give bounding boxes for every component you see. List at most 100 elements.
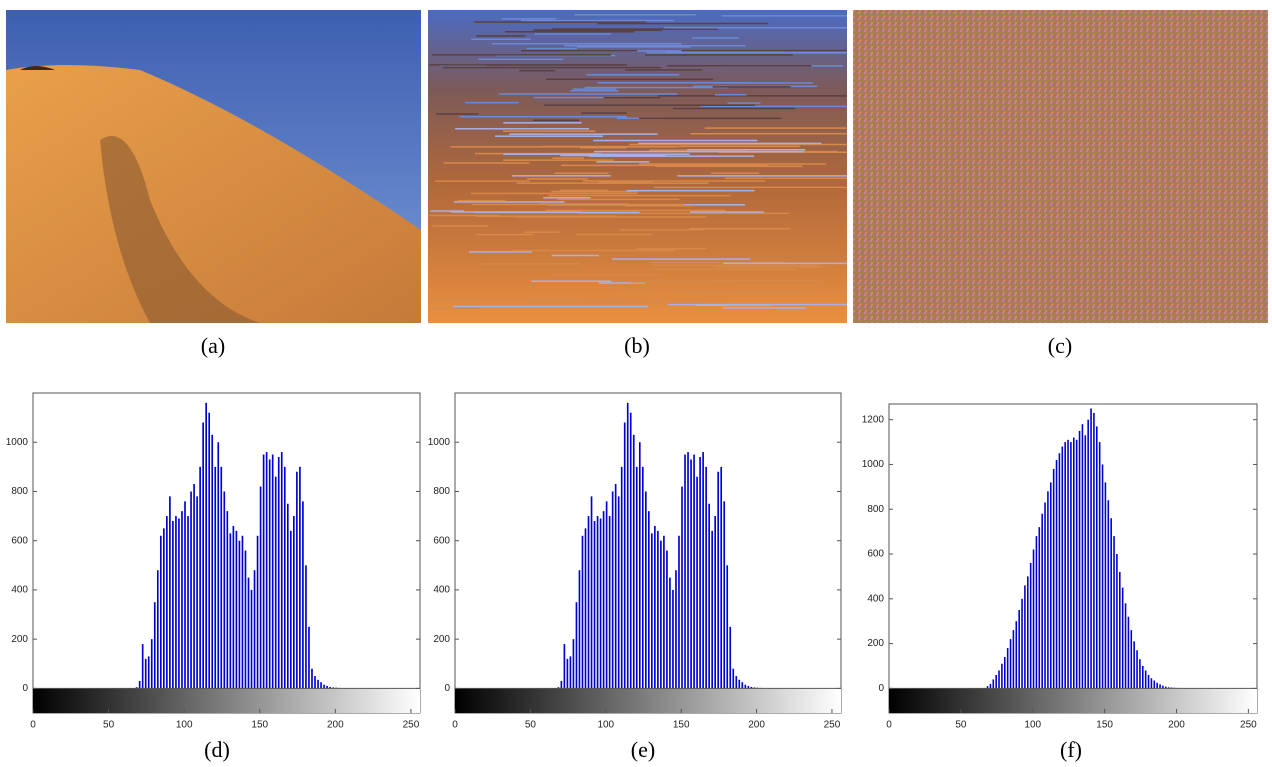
bar [623, 422, 626, 689]
bar [641, 466, 644, 689]
streak [650, 261, 787, 264]
bar [229, 533, 232, 689]
bar [135, 687, 138, 689]
streak [533, 29, 633, 31]
streak [592, 146, 627, 149]
bar [1090, 408, 1092, 689]
streak [459, 115, 627, 118]
y-tick-label: 600 [11, 535, 28, 546]
streak [564, 44, 746, 47]
bar [1055, 459, 1058, 689]
bar [238, 540, 241, 689]
bar [274, 476, 277, 689]
bar [1001, 663, 1003, 689]
streak [436, 113, 479, 115]
bar [1018, 610, 1020, 689]
streak [429, 307, 479, 310]
streak [478, 58, 564, 61]
bar [1015, 621, 1018, 689]
caption: (a) [201, 333, 225, 358]
bar [271, 454, 274, 689]
caption: (d) [204, 737, 230, 762]
streak [619, 229, 704, 231]
bar [156, 570, 159, 689]
streak [561, 164, 768, 167]
streak [597, 82, 750, 84]
bar [575, 602, 578, 689]
bar [714, 516, 717, 689]
bar [1130, 630, 1133, 689]
streak [476, 35, 526, 37]
bar [605, 501, 608, 689]
bar [172, 521, 174, 689]
streak [655, 165, 803, 168]
bar [1124, 603, 1127, 689]
image-a [6, 10, 421, 323]
bar [635, 466, 638, 689]
streak [543, 104, 756, 106]
bar [723, 501, 726, 689]
bar [1147, 674, 1150, 689]
bar [732, 668, 735, 689]
y-tick-label: 1000 [428, 437, 451, 448]
streak [711, 82, 813, 84]
streak [431, 54, 612, 56]
streak [714, 94, 747, 96]
y-tick-label: 0 [444, 683, 450, 694]
bar [1096, 426, 1098, 689]
bar [1021, 598, 1023, 689]
bar [1044, 502, 1046, 689]
streak [551, 28, 718, 30]
bar [1084, 435, 1087, 689]
bar [696, 476, 698, 689]
bar [1012, 630, 1015, 689]
streak [584, 86, 729, 89]
bar [1027, 576, 1029, 689]
bar [208, 412, 211, 689]
bar [1081, 424, 1084, 689]
bar [675, 570, 677, 689]
bar [1153, 680, 1156, 689]
streak [572, 88, 617, 90]
bar [163, 528, 165, 689]
bar [159, 535, 162, 689]
bar [654, 525, 656, 689]
bar [311, 668, 313, 689]
bar [289, 530, 292, 689]
streak [501, 18, 557, 20]
streak [712, 280, 819, 282]
bar [569, 656, 572, 689]
streak [430, 210, 464, 212]
streak [686, 292, 847, 294]
bar [744, 684, 747, 689]
bar [211, 434, 214, 689]
bar [277, 457, 280, 689]
streak [435, 180, 530, 182]
streak [704, 127, 847, 129]
bar [265, 452, 268, 689]
bar [596, 516, 599, 689]
bar [998, 670, 1000, 689]
bar [995, 674, 997, 689]
streak [653, 186, 847, 189]
bar [1162, 685, 1164, 689]
streak [494, 135, 603, 137]
x-tick-label: 250 [403, 720, 420, 731]
bar [687, 452, 689, 689]
caption: (f) [1060, 737, 1082, 762]
bar [660, 540, 662, 689]
streak [527, 178, 588, 180]
streak [635, 248, 707, 250]
streak [457, 199, 506, 202]
bar [247, 577, 250, 689]
streak [551, 254, 599, 257]
streak [714, 266, 825, 268]
streak [533, 119, 579, 122]
streak [548, 194, 731, 197]
streak [598, 282, 646, 284]
streak [545, 209, 726, 212]
streak [523, 231, 560, 233]
caption: (b) [624, 333, 650, 358]
streak [610, 302, 708, 304]
